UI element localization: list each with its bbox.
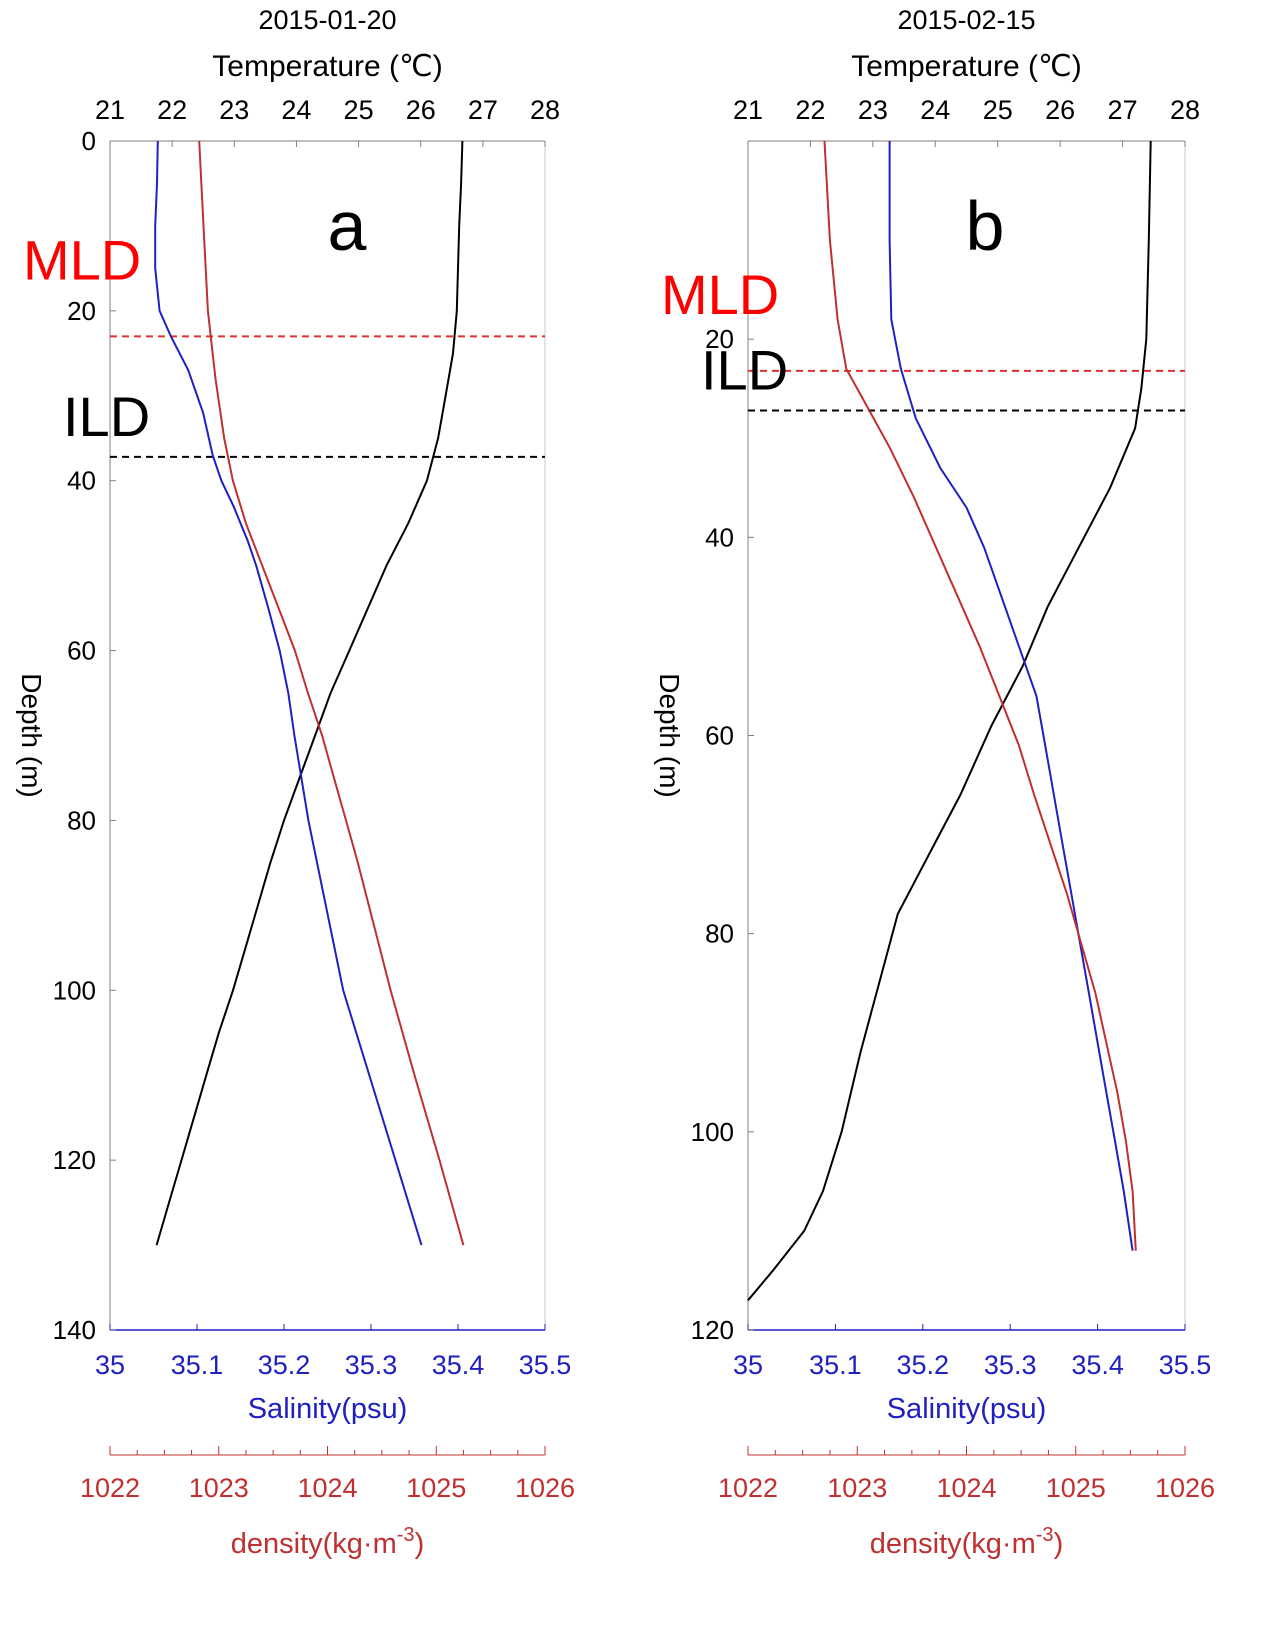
temperature-tick-label: 25 [983,95,1013,125]
depth-tick-label: 20 [67,296,96,326]
temperature-tick-label: 28 [530,95,560,125]
density-tick-label: 1024 [936,1473,996,1503]
panel-title: 2015-02-15 [897,5,1035,35]
temperature-profile [747,140,1152,1301]
density-tick-label: 1023 [827,1473,887,1503]
temperature-axis-label: Temperature (℃) [212,50,442,83]
temperature-tick-label: 21 [95,95,125,125]
salinity-axis-label: Salinity(psu) [248,1393,408,1425]
salinity-tick-label: 35.4 [432,1350,485,1380]
depth-axis-label: Depth (m) [654,673,685,797]
temperature-tick-label: 24 [281,95,311,125]
panel-label: a [328,187,367,265]
density-axis-label-main: density(kg·m [870,1528,1036,1560]
temperature-tick-label: 22 [157,95,187,125]
temperature-tick-label: 26 [1045,95,1075,125]
panel-b: 2015-02-15 Temperature (℃) 21 22 23 24 25 26 27 2… [654,5,1215,1560]
temperature-tick-label: 27 [468,95,498,125]
depth-tick-label: 60 [67,636,96,666]
density-axis-label-close: ) [415,1528,425,1560]
temperature-tick-label: 28 [1170,95,1200,125]
depth-tick-label: 120 [53,1145,96,1175]
salinity-tick-label: 35.1 [171,1350,224,1380]
panel-title: 2015-01-20 [258,5,396,35]
salinity-tick-label: 35.2 [258,1350,311,1380]
density-tick-label: 1026 [515,1473,575,1503]
salinity-tick-label: 35.5 [519,1350,572,1380]
salinity-tick-label: 35.3 [345,1350,398,1380]
density-tick-label: 1022 [80,1473,140,1503]
salinity-tick-label: 35 [95,1350,125,1380]
depth-tick-label: 40 [705,522,734,552]
density-axis-label-close: ) [1054,1528,1064,1560]
depth-tick-label: 100 [53,975,96,1005]
salinity-tick-label: 35.1 [809,1350,862,1380]
panel-a: 2015-01-20 Temperature (℃) 21 22 23 24 25 26 27 2… [16,5,575,1560]
temperature-tick-label: 23 [858,95,888,125]
mld-label: MLD [661,263,779,326]
temperature-tick-label: 25 [344,95,374,125]
panel-label: b [966,187,1005,265]
temperature-profile [155,140,464,1246]
salinity-axis-label: Salinity(psu) [887,1393,1047,1425]
depth-tick-label: 100 [691,1117,734,1147]
depth-tick-label: 0 [82,126,96,156]
salinity-tick-label: 35.3 [984,1350,1037,1380]
density-tick-label: 1025 [1046,1473,1106,1503]
density-axis-label-exponent: -3 [397,1524,415,1546]
density-tick-label: 1026 [1155,1473,1215,1503]
density-profile [198,140,465,1246]
ild-label: ILD [701,339,788,402]
temperature-tick-label: 26 [406,95,436,125]
temperature-axis-label: Temperature (℃) [851,50,1081,83]
density-profile [823,140,1137,1251]
density-tick-label: 1024 [297,1473,357,1503]
density-axis-label-main: density(kg·m [231,1528,397,1560]
mld-label: MLD [23,228,141,291]
ild-label: ILD [63,385,150,448]
density-axis-label: density(kg·m-3) [231,1524,424,1560]
salinity-tick-label: 35 [733,1350,763,1380]
density-axis-label-exponent: -3 [1036,1524,1054,1546]
density-tick-label: 1025 [406,1473,466,1503]
depth-axis-label: Depth (m) [16,673,47,797]
depth-tick-label: 80 [67,805,96,835]
depth-tick-label: 20 [705,324,734,354]
density-tick-label: 1023 [189,1473,249,1503]
salinity-profile [154,140,423,1246]
depth-tick-label: 120 [691,1315,734,1345]
temperature-tick-label: 21 [733,95,763,125]
depth-tick-label: 60 [705,721,734,751]
density-axis-label: density(kg·m-3) [870,1524,1063,1560]
temperature-tick-label: 22 [795,95,825,125]
depth-tick-label: 80 [705,919,734,949]
temperature-tick-label: 24 [920,95,950,125]
salinity-tick-label: 35.4 [1071,1350,1124,1380]
salinity-tick-label: 35.5 [1159,1350,1212,1380]
salinity-profile [888,141,1134,1251]
depth-tick-label: 40 [67,466,96,496]
depth-tick-label: 140 [53,1315,96,1345]
temperature-tick-label: 23 [219,95,249,125]
temperature-tick-label: 27 [1108,95,1138,125]
density-tick-label: 1022 [718,1473,778,1503]
salinity-tick-label: 35.2 [897,1350,950,1380]
